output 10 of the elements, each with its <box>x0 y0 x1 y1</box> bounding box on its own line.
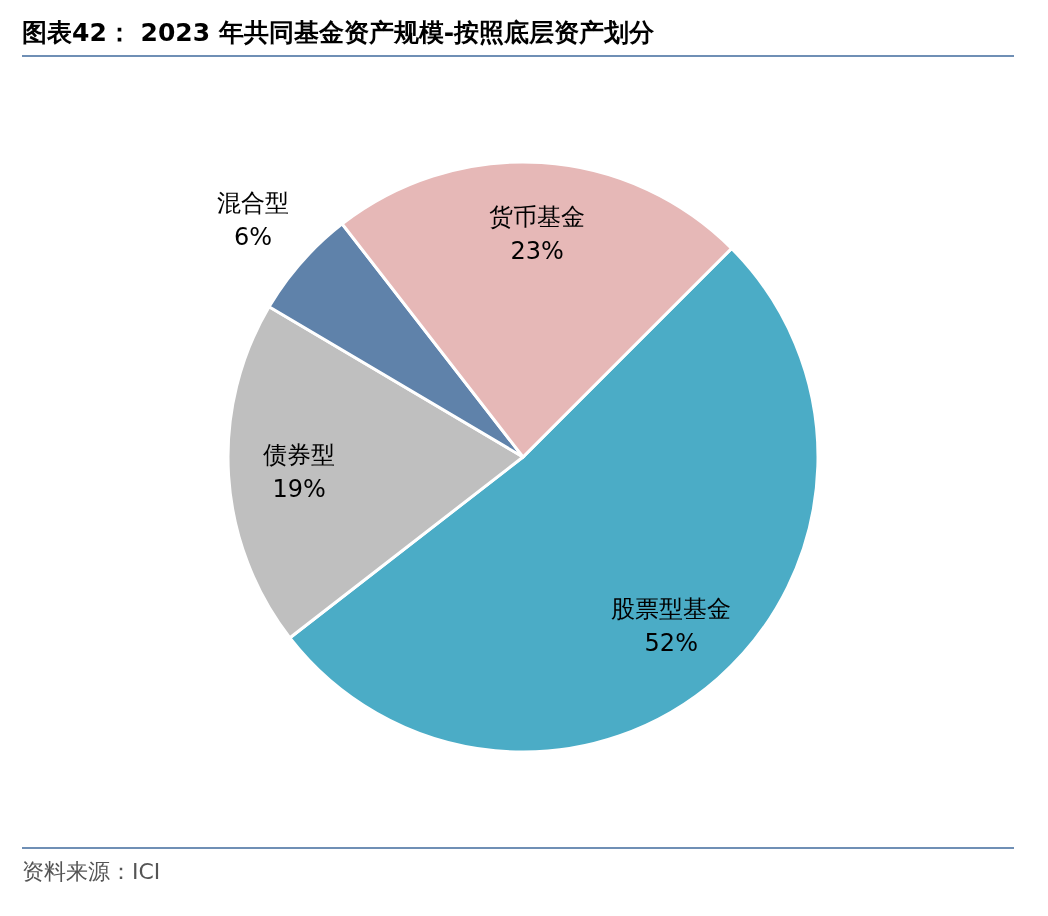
chart-title: 图表42： 2023 年共同基金资产规模-按照底层资产划分 <box>22 8 1014 57</box>
slice-label: 股票型基金 <box>611 595 732 624</box>
text: 资料来源：ICI <box>22 858 162 886</box>
data-label: 52% <box>644 629 698 658</box>
slice-label: 混合型 <box>217 188 290 217</box>
slice-label: 债券型 <box>263 441 336 470</box>
data-label: 19% <box>272 475 326 504</box>
slice-label: 货币基金 <box>489 203 586 232</box>
data-label: 6% <box>234 222 273 251</box>
data-label: 23% <box>510 237 564 266</box>
